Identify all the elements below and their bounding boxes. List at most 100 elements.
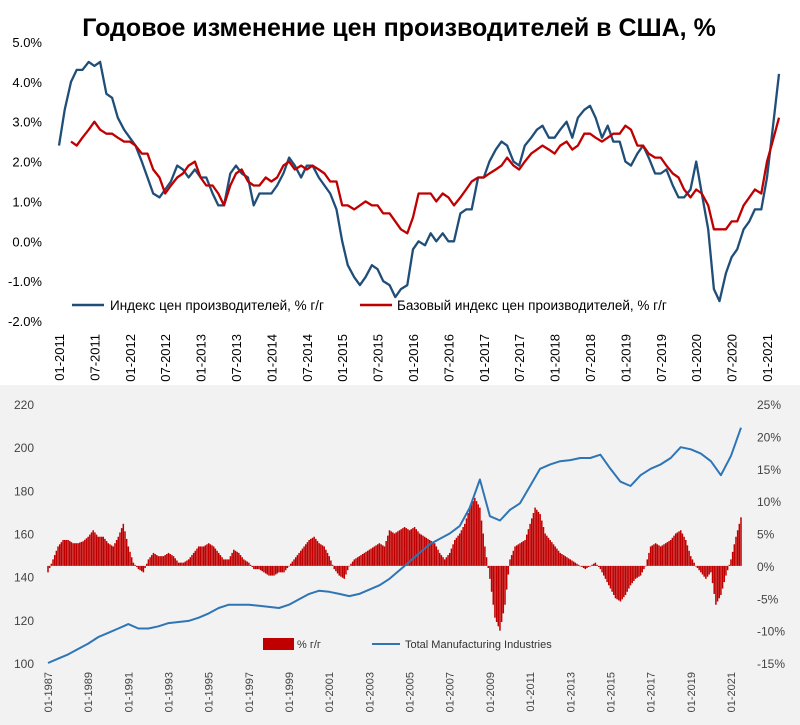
yoy-bar	[97, 536, 99, 566]
yoy-bar	[261, 565, 264, 572]
yoy-bar	[60, 542, 63, 566]
yoy-bar	[728, 564, 731, 566]
yoy-bar	[485, 557, 488, 566]
yoy-bar	[248, 562, 250, 566]
yoy-bar	[497, 565, 500, 627]
yoy-bar	[269, 565, 272, 576]
chart1-x-tick-label: 01-2019	[618, 334, 633, 382]
yoy-bar	[718, 565, 720, 599]
yoy-bar	[499, 565, 501, 631]
yoy-bar	[398, 530, 401, 566]
yoy-bar	[557, 550, 560, 566]
yoy-bar	[152, 552, 155, 566]
yoy-bar	[149, 557, 151, 566]
yoy-bar	[273, 565, 275, 576]
yoy-bar	[241, 557, 243, 566]
yoy-bar	[599, 565, 602, 570]
yoy-bar	[738, 523, 741, 566]
yoy-bar	[373, 546, 376, 566]
yoy-bar	[525, 534, 528, 566]
yoy-bar	[177, 562, 180, 566]
yoy-bar	[602, 565, 605, 576]
yoy-bar	[87, 536, 89, 566]
yoy-bar	[559, 552, 561, 566]
yoy-bar	[412, 528, 414, 566]
yoy-bar	[308, 539, 310, 566]
yoy-bar	[387, 535, 389, 566]
yoy-bar	[448, 552, 451, 566]
chart2-left-tick-label: 180	[14, 484, 34, 498]
yoy-bar	[380, 544, 382, 566]
yoy-bar	[609, 565, 612, 589]
yoy-bar	[708, 565, 710, 575]
chart1-x-tick-label: 07-2012	[158, 334, 173, 382]
chart2-left-tick-label: 200	[14, 441, 34, 455]
yoy-bar	[50, 563, 53, 566]
chart1-y-tick-label: 3.0%	[12, 115, 42, 130]
yoy-bar	[139, 565, 141, 571]
yoy-bar	[405, 528, 407, 566]
yoy-bar	[571, 560, 573, 566]
yoy-bar	[382, 545, 384, 566]
yoy-bar	[576, 563, 578, 566]
yoy-bar	[341, 565, 344, 578]
chart2-x-tick-label: 01-1991	[123, 672, 135, 712]
yoy-bar	[710, 565, 712, 573]
yoy-bar	[196, 548, 198, 566]
yoy-bar	[279, 565, 282, 573]
yoy-bar	[465, 518, 468, 566]
chart2-left-tick-label: 120	[14, 614, 34, 628]
yoy-bar	[234, 550, 237, 566]
yoy-bar	[199, 546, 202, 566]
yoy-bar	[114, 543, 116, 566]
yoy-bar	[671, 537, 674, 566]
yoy-bar	[736, 530, 739, 566]
yoy-bar	[659, 546, 662, 566]
yoy-bar	[445, 557, 448, 566]
yoy-bar	[197, 546, 200, 566]
yoy-bar	[469, 507, 471, 566]
chart2-x-tick-label: 01-2013	[565, 672, 577, 712]
yoy-bar	[171, 555, 173, 566]
yoy-bar	[75, 543, 78, 566]
yoy-bar	[129, 551, 131, 566]
yoy-bar	[112, 546, 115, 566]
yoy-bar	[228, 559, 230, 566]
yoy-bar	[467, 513, 469, 566]
yoy-bar	[579, 565, 582, 567]
yoy-bar	[300, 550, 302, 566]
yoy-bar	[725, 565, 727, 576]
yoy-bar	[427, 538, 429, 566]
yoy-bar	[258, 565, 260, 570]
chart1-x-tick-label: 07-2020	[725, 334, 740, 382]
yoy-bar	[243, 559, 245, 566]
yoy-bar	[95, 534, 98, 566]
yoy-bar	[274, 565, 277, 575]
yoy-bar	[561, 554, 563, 566]
yoy-bar	[572, 561, 575, 566]
yoy-bar	[216, 550, 218, 566]
chart2-x-tick-label: 01-2001	[324, 672, 336, 712]
yoy-bar	[454, 539, 456, 566]
yoy-bar	[104, 538, 106, 566]
yoy-bar	[135, 565, 138, 567]
yoy-bar	[686, 545, 689, 566]
yoy-bar	[301, 548, 304, 566]
yoy-bar	[298, 552, 300, 566]
legend-label-core-ppi: Базовый индекс цен производителей, % г/г	[397, 298, 667, 313]
yoy-bar	[361, 554, 364, 566]
yoy-bar	[176, 560, 178, 566]
yoy-bar	[556, 548, 558, 566]
yoy-bar	[636, 565, 638, 578]
yoy-bar	[207, 543, 210, 566]
yoy-bar	[698, 565, 700, 571]
chart1-x-tick-label: 01-2021	[760, 334, 775, 382]
yoy-bar	[614, 565, 617, 599]
yoy-bar	[283, 565, 285, 573]
yoy-bar	[472, 501, 474, 566]
yoy-bar	[325, 549, 327, 566]
yoy-bar	[55, 550, 58, 566]
yoy-bar	[392, 532, 394, 566]
yoy-bar	[318, 543, 320, 566]
yoy-bar	[552, 544, 555, 566]
